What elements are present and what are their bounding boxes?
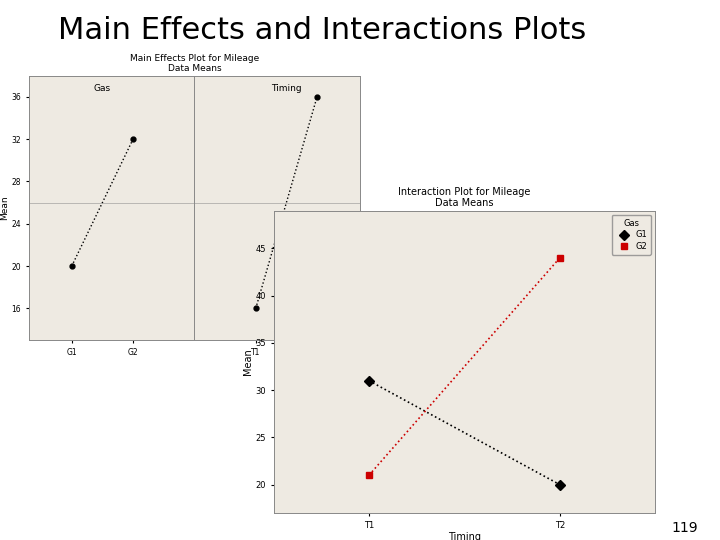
Y-axis label: Mean: Mean <box>243 348 253 375</box>
Title: Main Effects Plot for Mileage
Data Means: Main Effects Plot for Mileage Data Means <box>130 54 259 73</box>
Text: Timing: Timing <box>271 84 302 93</box>
Legend: G1, G2: G1, G2 <box>612 215 651 255</box>
Title: Interaction Plot for Mileage
Data Means: Interaction Plot for Mileage Data Means <box>398 187 531 208</box>
Text: Gas: Gas <box>94 84 111 93</box>
Text: 119: 119 <box>672 521 698 535</box>
Text: Main Effects and Interactions Plots: Main Effects and Interactions Plots <box>58 16 586 45</box>
Y-axis label: Mean: Mean <box>0 195 9 220</box>
X-axis label: Timing: Timing <box>448 532 481 540</box>
